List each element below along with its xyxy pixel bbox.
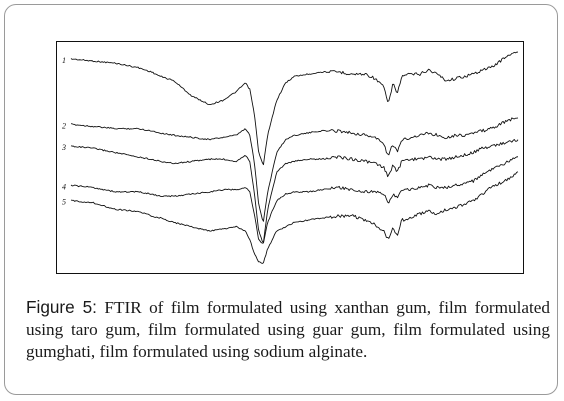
ftir-trace-1 [70,51,519,166]
ftir-spectra-chart: 1 2 3 4 5 [61,51,519,264]
trace-label-1: 1 [62,56,66,65]
caption-label: Figure 5: [26,297,97,317]
series-label-layer: 1 2 3 4 5 [61,56,66,207]
caption-text: FTIR of film formulated using xanthan gu… [26,298,551,361]
trace-label-5: 5 [62,198,66,207]
ftir-plot-area: 1 2 3 4 5 [56,41,524,274]
series-layer [70,51,519,264]
figure-caption: Figure 5: FTIR of film formulated using … [26,296,550,363]
ftir-trace-3 [70,138,519,243]
ftir-trace-2 [70,117,519,222]
ftir-trace-5 [70,171,519,264]
trace-label-2: 2 [62,121,66,130]
trace-label-4: 4 [62,182,66,191]
trace-label-3: 3 [61,143,66,152]
figure-frame: 1 2 3 4 5 Figure 5: FTIR of film formulated … [4,4,558,395]
ftir-trace-4 [70,156,519,244]
